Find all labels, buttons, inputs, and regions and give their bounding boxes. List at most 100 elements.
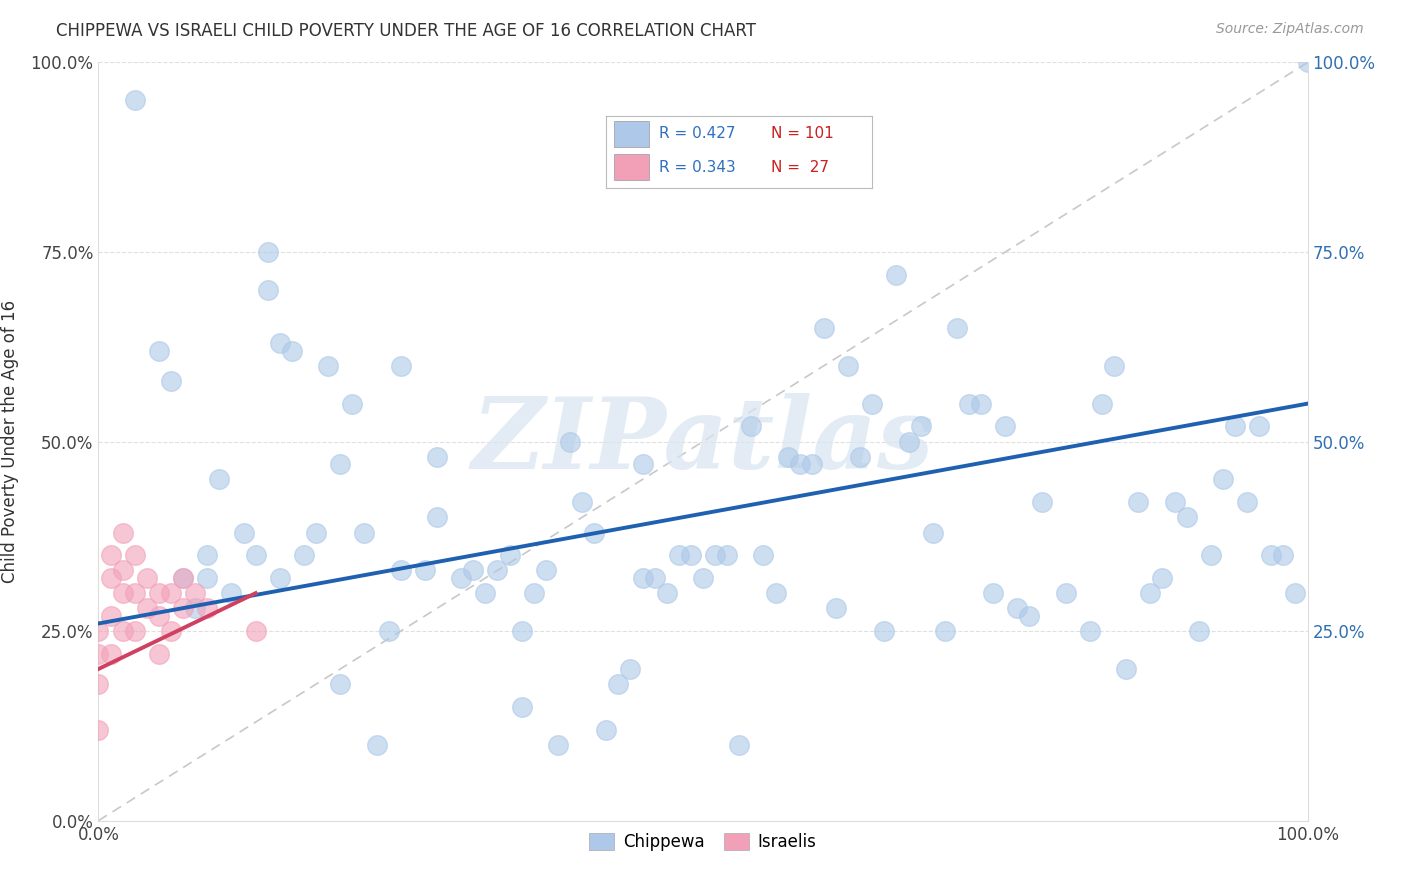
Point [1272,548,1295,563]
Point [87,677,110,691]
Point [232,525,254,540]
Point [87,624,110,639]
Point [595,723,617,737]
Point [571,495,593,509]
Point [135,571,157,585]
Point [728,738,751,752]
Point [305,525,328,540]
Point [245,624,267,639]
Point [389,359,412,373]
Point [172,571,194,585]
Point [1188,624,1211,639]
Point [426,450,449,464]
Point [413,564,436,578]
Point [776,450,799,464]
Point [281,343,304,358]
Text: Source: ZipAtlas.com: Source: ZipAtlas.com [1216,22,1364,37]
Point [1115,662,1137,676]
Point [124,586,146,600]
Point [655,586,678,600]
Point [523,586,546,600]
Point [124,624,146,639]
Point [160,624,183,639]
Point [87,647,110,661]
Point [631,458,654,472]
Point [377,624,399,639]
Point [195,601,218,615]
Point [1296,55,1319,70]
Point [221,586,243,600]
Point [172,601,194,615]
Point [463,564,485,578]
Point [957,396,980,410]
Point [135,601,157,615]
Point [934,624,956,639]
Point [195,548,218,563]
Point [510,624,533,639]
Point [619,662,641,676]
Point [921,525,943,540]
Point [1223,419,1246,434]
Point [389,564,412,578]
Point [704,548,727,563]
Point [1236,495,1258,509]
Point [269,571,291,585]
Point [498,548,520,563]
Text: CHIPPEWA VS ISRAELI CHILD POVERTY UNDER THE AGE OF 16 CORRELATION CHART: CHIPPEWA VS ISRAELI CHILD POVERTY UNDER … [56,22,756,40]
Point [849,450,872,464]
Point [160,586,183,600]
Point [534,564,557,578]
Point [860,396,883,410]
Point [897,434,920,449]
Point [111,564,134,578]
Point [679,548,702,563]
Point [148,586,170,600]
Point [752,548,775,563]
Point [100,571,122,585]
Point [1018,608,1040,623]
Point [256,283,278,297]
Point [148,647,170,661]
Point [486,564,509,578]
Point [316,359,339,373]
Point [607,677,630,691]
Point [1175,510,1198,524]
Point [353,525,375,540]
Point [1199,548,1222,563]
Point [668,548,690,563]
Point [1284,586,1306,600]
Point [111,586,134,600]
Point [631,571,654,585]
Point [1152,571,1174,585]
Point [1212,473,1234,487]
Point [692,571,714,585]
Point [789,458,811,472]
Point [558,434,581,449]
Point [1128,495,1150,509]
Point [256,244,278,259]
Point [269,335,291,350]
Point [100,647,122,661]
Point [100,608,122,623]
Point [342,396,364,410]
Point [740,419,762,434]
Point [474,586,496,600]
Point [1031,495,1053,509]
Point [87,723,110,737]
Y-axis label: Child Poverty Under the Age of 16: Child Poverty Under the Age of 16 [1,300,20,583]
Point [1163,495,1185,509]
Point [970,396,993,410]
Point [886,268,908,282]
Point [245,548,267,563]
Point [160,374,183,388]
Point [111,525,134,540]
Point [208,473,231,487]
Point [100,548,122,563]
Point [1091,396,1114,410]
Point [910,419,932,434]
Point [583,525,606,540]
Point [450,571,472,585]
Point [329,677,352,691]
Legend: Chippewa, Israelis: Chippewa, Israelis [582,826,824,858]
Point [1260,548,1282,563]
